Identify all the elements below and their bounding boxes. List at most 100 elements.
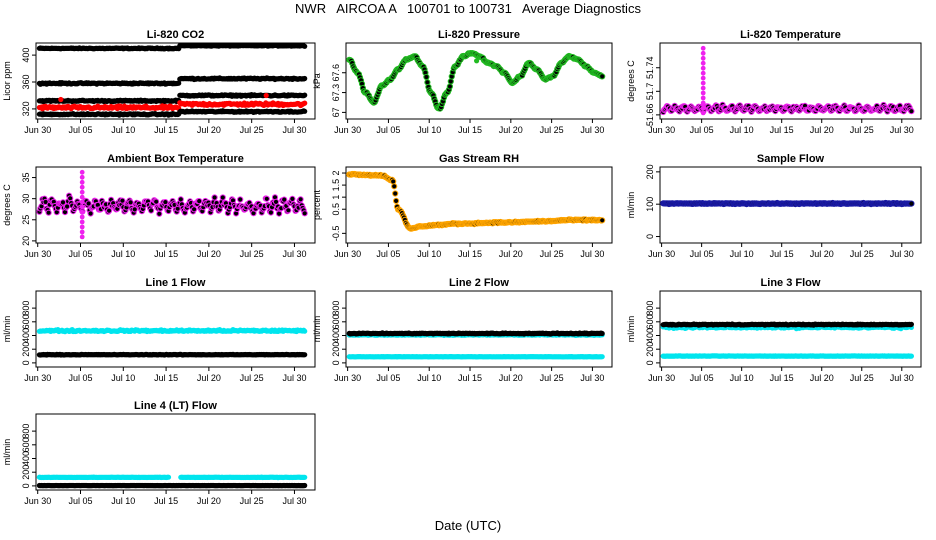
x-tick-label: Jul 30: [282, 373, 306, 383]
x-tick-label: Jul 20: [499, 249, 523, 259]
data-point: [79, 169, 85, 175]
x-tick-label: Jul 20: [810, 125, 834, 135]
plot-frame: [35, 290, 316, 368]
data-point: [302, 43, 308, 49]
x-tick-label: Jun 30: [334, 125, 361, 135]
data-point: [79, 214, 85, 220]
y-tick-label: 0: [21, 483, 31, 488]
y-tick-label: 200: [21, 342, 31, 357]
x-tick-label: Jul 30: [890, 249, 914, 259]
data-point: [59, 199, 67, 206]
data-points: [660, 199, 915, 208]
x-tick-label: Jun 30: [24, 496, 51, 506]
data-points: [346, 170, 606, 232]
chart-title: Line 4 (LT) Flow: [134, 400, 217, 412]
y-tick-label: 1.5: [331, 179, 341, 192]
y-tick-label: 400: [21, 328, 31, 343]
x-tick-label: Jul 10: [417, 125, 441, 135]
y-tick-label: 200: [645, 164, 655, 179]
y-axis-label: ml/min: [312, 316, 322, 343]
data-point: [908, 321, 915, 327]
x-tick-label: Jul 30: [282, 125, 306, 135]
data-point: [191, 206, 198, 213]
data-points: [346, 330, 605, 360]
x-tick-label: Jul 15: [458, 249, 482, 259]
data-point: [148, 207, 155, 214]
data-point: [153, 198, 160, 205]
y-tick-label: 800: [331, 301, 341, 316]
x-tick-label: Jul 25: [540, 249, 564, 259]
chart-title: Ambient Box Temperature: [107, 153, 244, 165]
data-point: [599, 217, 606, 224]
y-tick-label: 100: [645, 197, 655, 212]
data-point: [301, 210, 308, 217]
x-tick-label: Jul 15: [154, 373, 178, 383]
data-point: [237, 196, 244, 203]
x-tick-label: Jun 30: [648, 125, 675, 135]
x-tick-label: Jul 30: [890, 125, 914, 135]
x-tick-label: Jul 20: [499, 125, 523, 135]
y-tick-label: -0.5: [331, 226, 341, 242]
data-point: [79, 184, 85, 190]
x-tick-label: Jul 15: [458, 373, 482, 383]
x-tick-label: Jul 10: [417, 249, 441, 259]
plot-frame: [345, 42, 613, 120]
data-point: [79, 194, 85, 200]
data-point: [58, 96, 64, 103]
data-point: [79, 234, 85, 240]
y-axis-label: ml/min: [2, 439, 12, 466]
y-tick-label: 51.74: [645, 56, 655, 79]
x-tick-label: Jul 25: [850, 249, 874, 259]
x-tick-label: Jul 20: [197, 373, 221, 383]
data-point: [423, 73, 430, 81]
x-tick-label: Jul 20: [197, 125, 221, 135]
y-tick-label: 25: [21, 215, 31, 225]
y-axis-label: degrees C: [626, 60, 636, 102]
y-tick-label: 30: [21, 194, 31, 204]
y-axis-label: ml/min: [626, 192, 636, 219]
x-tick-label: Jul 20: [197, 249, 221, 259]
y-axis-label: kPa: [312, 73, 322, 89]
data-point: [267, 209, 274, 216]
x-tick-label: Jun 30: [24, 249, 51, 259]
data-point: [85, 200, 92, 207]
data-points: [36, 169, 308, 240]
y-axis-label: percent: [312, 189, 322, 220]
data-point: [700, 75, 706, 81]
x-tick-label: Jun 30: [24, 373, 51, 383]
data-points: [36, 474, 308, 489]
x-tick-label: Jul 15: [154, 249, 178, 259]
y-tick-label: 51.7: [645, 83, 655, 101]
chart-title: Line 3 Flow: [761, 277, 821, 289]
data-point: [700, 60, 706, 66]
y-tick-label: 0: [645, 360, 655, 365]
x-tick-label: Jul 20: [197, 496, 221, 506]
x-tick-label: Jul 10: [111, 125, 135, 135]
x-tick-label: Jul 25: [540, 373, 564, 383]
chart-title: Li-820 Pressure: [438, 29, 520, 41]
data-point: [700, 90, 706, 96]
data-point: [302, 328, 308, 334]
x-tick-label: Jul 10: [417, 373, 441, 383]
y-tick-label: 400: [331, 328, 341, 343]
chart-title: Sample Flow: [757, 153, 825, 165]
data-point: [700, 65, 706, 71]
y-axis-label: Licor ppm: [2, 61, 12, 101]
data-point: [127, 199, 134, 206]
data-point: [446, 83, 453, 90]
x-axis-label: Date (UTC): [434, 518, 502, 533]
x-tick-label: Jul 25: [240, 496, 264, 506]
data-points: [346, 50, 606, 112]
x-tick-label: Jul 05: [68, 249, 92, 259]
data-point: [599, 354, 605, 360]
data-point: [281, 196, 288, 203]
data-point: [162, 199, 169, 206]
y-tick-label: 800: [645, 301, 655, 316]
plot-frame: [659, 42, 922, 120]
